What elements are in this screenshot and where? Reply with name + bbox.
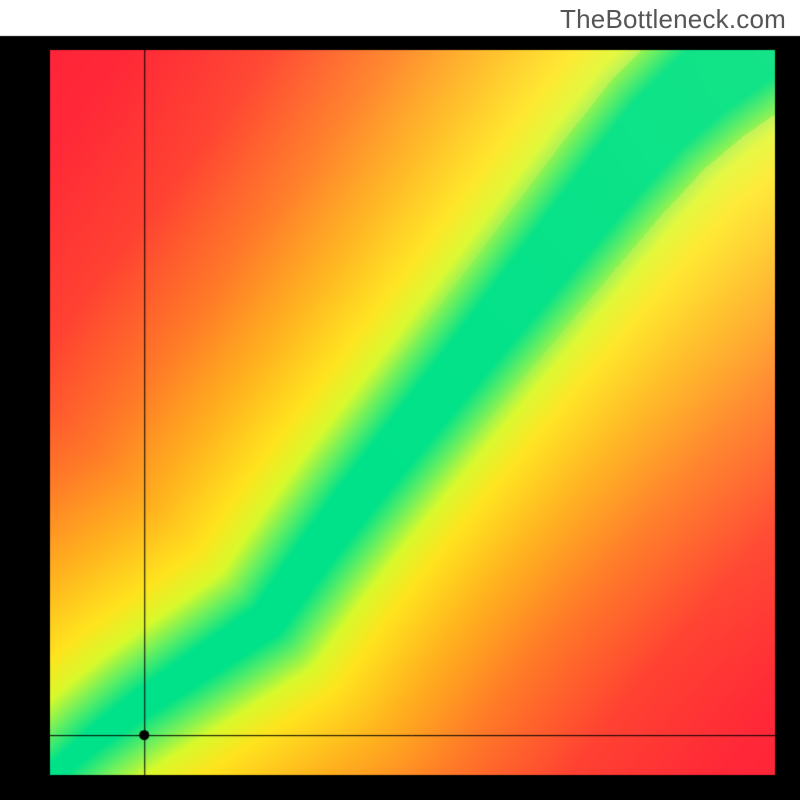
figure-container: TheBottleneck.com (0, 0, 800, 800)
watermark-text: TheBottleneck.com (560, 4, 786, 35)
bottleneck-heatmap (0, 0, 800, 800)
